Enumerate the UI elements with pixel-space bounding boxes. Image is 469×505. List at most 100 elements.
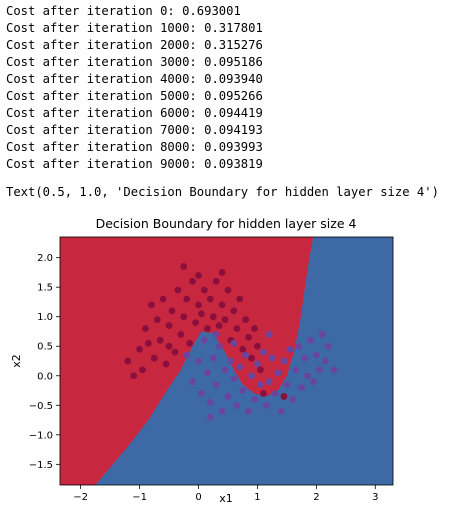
red-data-point: [248, 354, 255, 362]
purple-data-point: [271, 390, 279, 397]
red-data-point: [156, 336, 164, 344]
purple-data-point: [224, 393, 232, 400]
x-tick-label: 0: [195, 492, 201, 503]
cost-line: Cost after iteration 0: 0.693001: [6, 4, 241, 18]
x-tick-label: 2: [313, 492, 319, 503]
red-data-point: [171, 348, 179, 356]
red-data-point: [165, 322, 173, 329]
y-tick-label: −0.5: [29, 401, 53, 412]
red-data-point: [233, 325, 241, 332]
purple-data-point: [324, 342, 332, 350]
purple-data-point: [265, 331, 273, 338]
data-points: [124, 263, 338, 421]
y-tick-label: 0.5: [37, 342, 53, 353]
purple-data-point: [330, 366, 338, 374]
training-cost-log: Cost after iteration 0: 0.693001 Cost aft…: [6, 3, 263, 173]
cost-line: Cost after iteration 6000: 0.094419: [6, 106, 263, 120]
purple-data-point: [286, 345, 294, 353]
purple-data-point: [209, 354, 217, 362]
plot-frame: [59, 236, 394, 486]
y-tick-label: 1.0: [37, 312, 53, 323]
y-tick-label: −1.5: [29, 460, 53, 471]
red-data-point: [162, 360, 170, 368]
red-data-point: [159, 295, 167, 303]
purple-data-point: [195, 357, 202, 365]
red-data-point: [209, 313, 217, 321]
purple-data-point: [321, 357, 329, 365]
red-data-point: [147, 301, 155, 309]
red-data-point: [130, 372, 138, 380]
red-data-point: [192, 319, 199, 327]
purple-data-point: [212, 381, 220, 389]
red-data-point: [245, 333, 253, 341]
purple-data-point: [183, 351, 191, 359]
x-tick-label: 3: [372, 492, 378, 503]
purple-data-point: [310, 378, 317, 386]
purple-data-point: [292, 366, 300, 374]
red-region: [60, 237, 314, 485]
cost-line: Cost after iteration 5000: 0.095266: [6, 89, 263, 103]
red-data-point: [221, 316, 229, 324]
purple-data-point: [221, 366, 229, 374]
red-data-point: [174, 286, 182, 294]
purple-data-point: [200, 336, 208, 344]
y-tick-label: 2.0: [37, 253, 53, 264]
purple-data-point: [262, 401, 270, 409]
purple-data-point: [203, 369, 211, 377]
cost-line: Cost after iteration 2000: 0.315276: [6, 38, 263, 52]
purple-data-point: [233, 401, 241, 409]
decision-boundary-plot: Decision Boundary for hidden layer size …: [10, 216, 394, 505]
purple-data-point: [283, 381, 291, 389]
red-data-point: [145, 339, 152, 347]
red-data-point: [195, 301, 202, 309]
red-data-point: [150, 354, 158, 362]
purple-data-point: [304, 372, 311, 380]
red-data-point: [168, 307, 176, 315]
text-repr-output: Text(0.5, 1.0, 'Decision Boundary for hi…: [6, 185, 439, 199]
cost-line: Cost after iteration 4000: 0.093940: [6, 72, 263, 86]
purple-data-point: [318, 331, 326, 338]
red-data-point: [203, 325, 211, 332]
purple-data-point: [295, 342, 303, 350]
red-data-point: [239, 345, 247, 353]
red-data-point: [189, 277, 197, 285]
red-data-point: [215, 322, 223, 329]
purple-data-point: [265, 378, 273, 386]
purple-data-point: [212, 331, 220, 338]
red-data-point: [180, 263, 188, 270]
purple-data-point: [254, 360, 261, 368]
cost-line: Cost after iteration 1000: 0.317801: [6, 21, 263, 35]
red-data-point: [186, 339, 194, 347]
purple-data-point: [301, 354, 308, 362]
purple-data-point: [289, 395, 297, 403]
red-data-point: [142, 325, 149, 332]
y-axis-ticks: 2.0 1.5 1.0 0.5 0.0 −0.5 −1.0 −1.5: [29, 253, 60, 471]
red-data-point: [200, 286, 208, 294]
y-axis-label: x2: [10, 354, 23, 368]
purple-data-point: [312, 351, 320, 359]
x-axis-label: x1: [219, 492, 233, 505]
purple-data-point: [315, 366, 323, 374]
red-data-point: [251, 325, 258, 332]
red-data-point: [254, 342, 261, 350]
red-data-point: [139, 366, 146, 374]
x-tick-label: −1: [132, 492, 147, 503]
red-data-point: [212, 277, 220, 285]
y-tick-label: 0.0: [37, 371, 53, 382]
purple-data-point: [307, 336, 314, 344]
red-data-point: [183, 295, 191, 303]
purple-data-point: [239, 387, 247, 394]
purple-data-point: [230, 339, 238, 347]
purple-data-point: [206, 398, 214, 406]
red-data-point: [218, 269, 226, 276]
cost-line: Cost after iteration 9000: 0.093819: [6, 157, 263, 171]
x-tick-label: 1: [254, 492, 260, 503]
purple-data-point: [236, 363, 244, 371]
purple-data-point: [206, 413, 214, 421]
red-data-point: [218, 301, 226, 309]
red-data-point: [195, 271, 202, 279]
y-tick-label: 1.5: [37, 283, 53, 294]
plot-title: Decision Boundary for hidden layer size …: [96, 216, 357, 231]
purple-data-point: [268, 354, 276, 362]
cost-line: Cost after iteration 7000: 0.094193: [6, 123, 263, 137]
